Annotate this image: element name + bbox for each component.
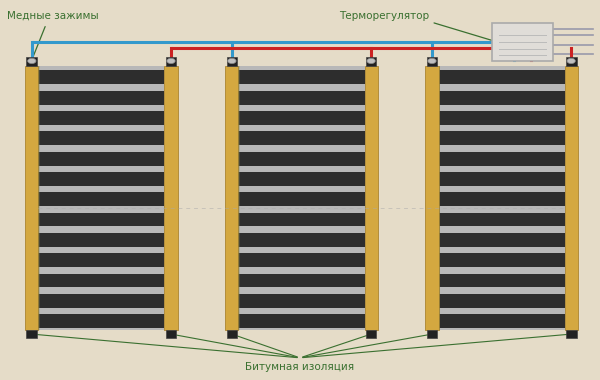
Bar (238, 71, 365, 84)
Text: Терморегулятор: Терморегулятор (339, 11, 429, 21)
Bar (238, 274, 365, 287)
Bar (238, 294, 365, 308)
Bar (238, 314, 365, 328)
Text: Битумная изоляция: Битумная изоляция (245, 362, 355, 372)
Bar (38, 65, 40, 329)
Bar (427, 57, 437, 65)
Bar (238, 65, 240, 329)
Bar (38, 152, 164, 166)
Bar (238, 192, 365, 206)
Bar (439, 65, 440, 329)
Circle shape (228, 58, 236, 63)
Bar (26, 57, 37, 65)
Bar (427, 329, 437, 338)
Bar (238, 233, 365, 247)
Bar (365, 65, 377, 329)
Bar (439, 274, 565, 287)
Bar (25, 65, 38, 329)
Bar (238, 152, 365, 166)
Bar (38, 111, 164, 125)
Bar (425, 65, 439, 329)
Bar (565, 65, 578, 329)
Bar (439, 253, 565, 267)
Bar (238, 172, 365, 186)
Bar (439, 131, 565, 145)
Bar (566, 57, 577, 65)
Bar (439, 111, 565, 125)
Bar (439, 172, 565, 186)
Bar (566, 329, 577, 338)
Bar (38, 71, 164, 84)
Bar (38, 314, 164, 328)
Bar (439, 192, 565, 206)
Bar (227, 57, 237, 65)
Bar (166, 57, 176, 65)
Bar (365, 329, 376, 338)
Bar (226, 65, 238, 329)
Bar (238, 213, 365, 226)
Bar (38, 253, 164, 267)
Bar (38, 274, 164, 287)
Bar (164, 65, 178, 329)
Bar (238, 131, 365, 145)
Bar (38, 172, 164, 186)
Bar (365, 57, 376, 65)
Bar (439, 71, 565, 84)
Bar (439, 314, 565, 328)
Bar (38, 91, 164, 104)
Bar (439, 91, 565, 104)
Circle shape (167, 58, 175, 63)
Bar (439, 233, 565, 247)
Bar (238, 111, 365, 125)
Bar (38, 233, 164, 247)
FancyBboxPatch shape (493, 23, 553, 61)
Bar (38, 192, 164, 206)
Bar (238, 253, 365, 267)
Bar (439, 152, 565, 166)
Circle shape (367, 58, 375, 63)
Text: Медные зажимы: Медные зажимы (7, 11, 99, 21)
Bar (38, 294, 164, 308)
Bar (38, 131, 164, 145)
Bar (26, 329, 37, 338)
Circle shape (28, 58, 36, 63)
Bar (439, 65, 565, 329)
Bar (166, 329, 176, 338)
Bar (439, 213, 565, 226)
Bar (227, 329, 237, 338)
Bar (238, 65, 365, 329)
Bar (439, 294, 565, 308)
Bar (238, 91, 365, 104)
Bar (38, 213, 164, 226)
Circle shape (428, 58, 436, 63)
Bar (38, 65, 164, 329)
Circle shape (567, 58, 575, 63)
